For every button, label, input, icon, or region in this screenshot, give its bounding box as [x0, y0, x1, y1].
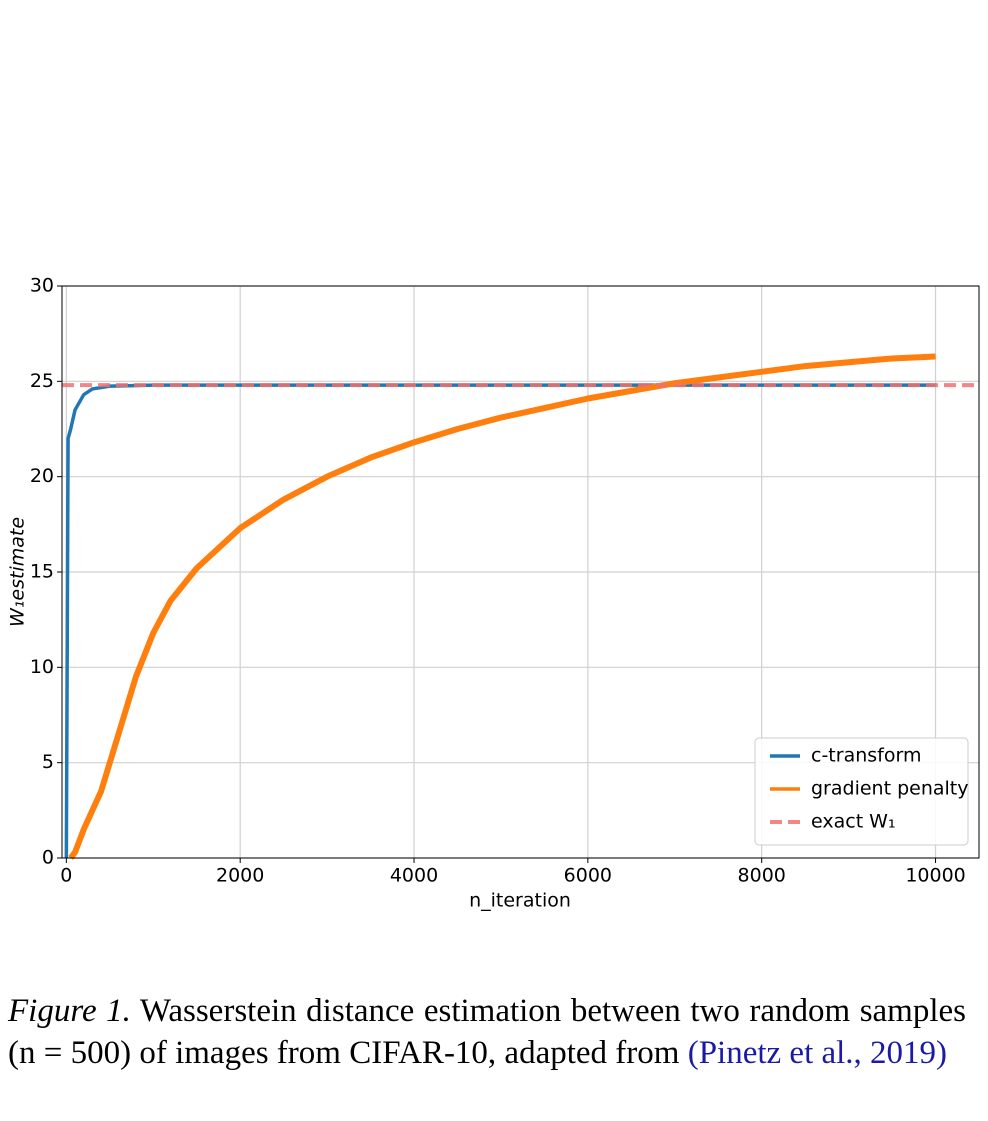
legend-label: c-transform	[811, 745, 921, 767]
legend-box	[754, 737, 969, 846]
y-axis-label: W₁estimate	[7, 517, 29, 627]
caption: Figure 1. Wasserstein distance estimatio…	[8, 990, 966, 1074]
x-axis-label: n_iteration	[469, 890, 571, 912]
caption-label: Figure 1.	[8, 993, 131, 1029]
y-tick-label: 10	[30, 656, 54, 678]
x-tick-label: 2000	[216, 865, 264, 887]
legend-label: gradient penalty	[811, 778, 968, 800]
citation[interactable]: (Pinetz et al., 2019)	[687, 1035, 948, 1071]
chart: n_iteration W₁estimate 0 5 10 15 20 25 30 0 2000…	[7, 275, 980, 912]
caption-text: Wasserstein distance estimation between …	[8, 993, 967, 1071]
x-tick-label: 6000	[564, 865, 612, 887]
series-line	[68, 353, 936, 860]
x-tick-label: 8000	[738, 865, 786, 887]
plot-frame	[61, 285, 980, 859]
legend-label: exact W₁	[811, 811, 896, 833]
y-tick-label: 15	[30, 561, 54, 583]
y-tick-label: 0	[42, 847, 54, 869]
y-tick-label: 25	[30, 370, 54, 392]
y-tick-label: 30	[30, 275, 54, 297]
y-tick-label: 5	[42, 751, 54, 773]
x-tick-label: 10000	[905, 865, 965, 887]
x-tick-label: 0	[60, 865, 72, 887]
y-tick-label: 20	[30, 465, 54, 487]
x-tick-label: 4000	[390, 865, 438, 887]
